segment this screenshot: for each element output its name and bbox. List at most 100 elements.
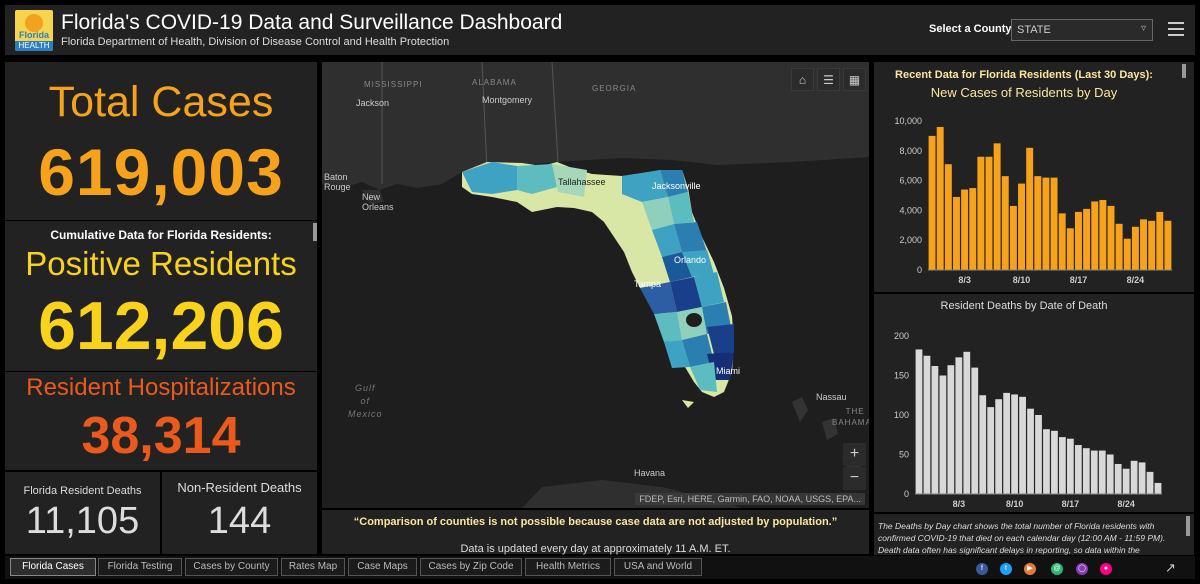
flickr-icon[interactable]: ●	[1100, 563, 1112, 575]
tab-rates-map[interactable]: Rates Map	[281, 558, 345, 576]
deaths-footnote: The Deaths by Day chart shows the total …	[878, 521, 1166, 555]
bar[interactable]	[1009, 205, 1017, 270]
bar[interactable]	[1019, 396, 1026, 494]
bar[interactable]	[1043, 429, 1050, 494]
x-tick-label: 8/10	[1013, 275, 1031, 285]
panel-scrollbar[interactable]	[313, 223, 317, 241]
zoom-out-button[interactable]: −	[843, 467, 866, 490]
bar[interactable]	[1058, 213, 1066, 270]
bar[interactable]	[1156, 211, 1164, 270]
bar[interactable]	[1106, 454, 1114, 495]
bar[interactable]	[1082, 448, 1090, 494]
tab-florida-testing[interactable]: Florida Testing	[98, 558, 182, 576]
bar[interactable]	[985, 156, 993, 270]
map-label-alabama: ALABAMA	[472, 78, 517, 87]
home-icon[interactable]: ⌂	[791, 68, 814, 91]
county-select-label: Select a County	[929, 23, 1012, 35]
youtube-icon[interactable]: ▶	[1024, 563, 1036, 575]
bar[interactable]	[995, 399, 1003, 494]
bar[interactable]	[939, 375, 947, 495]
bar[interactable]	[931, 366, 939, 494]
bar[interactable]	[1027, 408, 1034, 494]
bar[interactable]	[928, 135, 936, 270]
bar[interactable]	[1066, 438, 1074, 494]
zoom-in-button[interactable]: +	[843, 443, 866, 466]
external-link-icon[interactable]: ↗	[1165, 560, 1176, 575]
bar[interactable]	[923, 355, 931, 494]
bar[interactable]	[963, 351, 971, 494]
bar[interactable]	[1146, 471, 1154, 494]
tab-cases-by-zip-code[interactable]: Cases by Zip Code	[420, 558, 522, 576]
bar[interactable]	[1090, 450, 1098, 494]
map-attribution[interactable]: FDEP, Esri, HERE, Garmin, FAO, NOAA, USG…	[635, 493, 865, 505]
tab-health-metrics[interactable]: Health Metrics	[525, 558, 611, 576]
panel-scrollbar[interactable]	[1182, 64, 1186, 78]
bar[interactable]	[1001, 176, 1009, 270]
basemap-gallery-icon[interactable]: ▦	[843, 68, 866, 91]
page-title: Florida's COVID-19 Data and Surveillance…	[61, 11, 563, 34]
legend-list-icon[interactable]: ☰	[817, 68, 840, 91]
bar[interactable]	[1164, 220, 1172, 270]
map-label-montgomery: Montgomery	[482, 95, 533, 105]
bar[interactable]	[1099, 199, 1107, 270]
email-icon[interactable]: @	[1051, 563, 1063, 575]
bar[interactable]	[1042, 177, 1050, 270]
tab-cases-by-county[interactable]: Cases by County	[185, 558, 278, 576]
bar[interactable]	[1034, 176, 1042, 270]
bar[interactable]	[1115, 223, 1123, 270]
bar[interactable]	[1059, 437, 1066, 494]
bar[interactable]	[961, 189, 969, 270]
bar[interactable]	[977, 156, 985, 270]
bar[interactable]	[1131, 226, 1139, 270]
bar[interactable]	[1138, 462, 1146, 494]
map-label-orlando: Orlando	[674, 255, 707, 265]
bar[interactable]	[1140, 219, 1147, 270]
bar[interactable]	[969, 188, 977, 270]
bar[interactable]	[947, 365, 955, 494]
resident-deaths-panel: Florida Resident Deaths 11,105	[5, 472, 160, 554]
bar[interactable]	[1122, 468, 1130, 494]
county-select[interactable]: STATE ▿	[1011, 19, 1153, 41]
bar[interactable]	[1148, 220, 1156, 270]
twitter-icon[interactable]: t	[1000, 563, 1012, 575]
bar[interactable]	[953, 196, 960, 270]
bar[interactable]	[936, 126, 944, 271]
bar[interactable]	[1035, 415, 1042, 494]
bar[interactable]	[1098, 450, 1106, 494]
bar[interactable]	[1003, 392, 1011, 494]
bar[interactable]	[1091, 201, 1099, 270]
bar[interactable]	[1066, 228, 1074, 270]
bar[interactable]	[1011, 394, 1018, 494]
bar[interactable]	[1074, 445, 1082, 494]
bar[interactable]	[1050, 177, 1058, 270]
update-note: Data is updated every day at approximate…	[460, 543, 731, 555]
bar[interactable]	[1154, 482, 1162, 494]
bar[interactable]	[987, 407, 995, 494]
instagram-icon[interactable]: ◯	[1076, 563, 1088, 575]
bar[interactable]	[944, 164, 952, 270]
bar[interactable]	[1114, 463, 1122, 494]
tab-case-maps[interactable]: Case Maps	[348, 558, 417, 576]
bar[interactable]	[915, 349, 923, 494]
hamburger-menu-icon[interactable]	[1168, 22, 1184, 36]
bar[interactable]	[1075, 211, 1082, 270]
resident-deaths-label: Florida Resident Deaths	[23, 485, 142, 497]
facebook-icon[interactable]: f	[976, 563, 988, 575]
bar[interactable]	[1107, 205, 1115, 270]
bar[interactable]	[971, 367, 979, 494]
tab-usa-and-world[interactable]: USA and World	[614, 558, 702, 576]
bar[interactable]	[1123, 238, 1131, 270]
bar[interactable]	[993, 143, 1001, 270]
bar[interactable]	[1083, 208, 1091, 270]
bar[interactable]	[1018, 183, 1025, 270]
panel-scrollbar[interactable]	[1186, 516, 1190, 536]
bar[interactable]	[1026, 147, 1034, 270]
bar[interactable]	[1051, 430, 1058, 494]
bar[interactable]	[955, 357, 963, 494]
y-tick-label: 0	[917, 265, 922, 275]
tab-florida-cases[interactable]: Florida Cases	[10, 558, 96, 576]
county-map[interactable]: ⌂ ☰ ▦ + − MISSISSIPPI ALABAMA GEORGIA Ja…	[322, 62, 869, 508]
bar[interactable]	[979, 395, 987, 494]
bar[interactable]	[1130, 460, 1138, 494]
county-select-value: STATE	[1017, 24, 1051, 36]
